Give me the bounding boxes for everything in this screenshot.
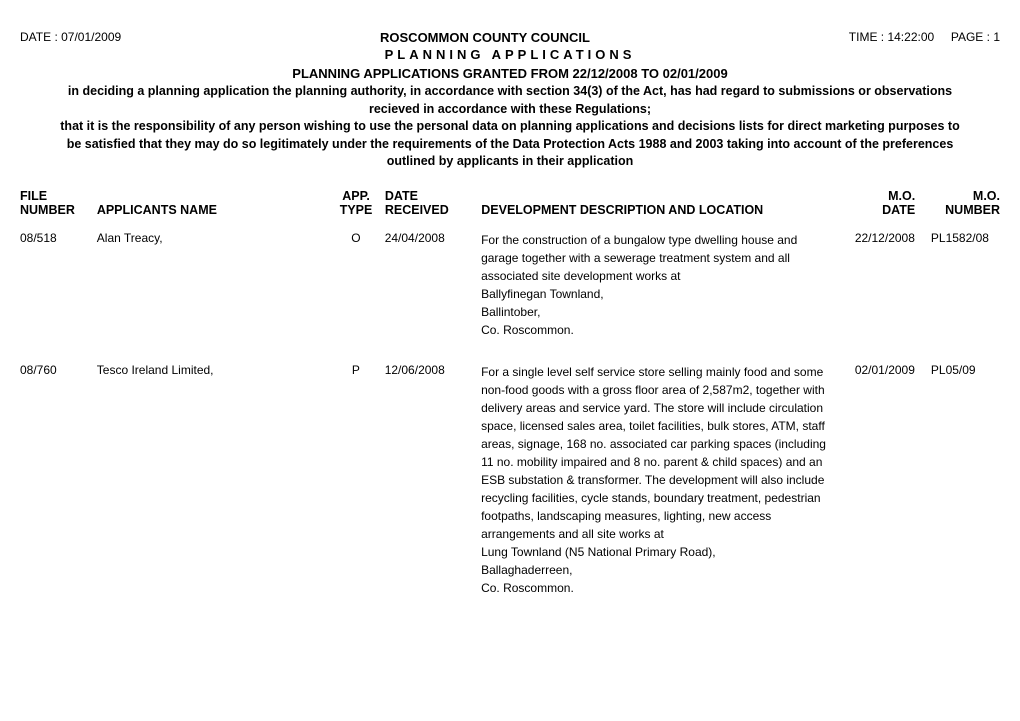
cell-mo-number: PL1582/08	[923, 231, 1000, 245]
report-time-page: TIME : 14:22:00 PAGE : 1	[849, 30, 1000, 44]
location-line: Ballyfinegan Townland,	[481, 285, 836, 303]
report-title-block: ROSCOMMON COUNTY COUNCIL	[121, 30, 849, 45]
cell-file-number: 08/518	[20, 231, 97, 245]
cell-app-type: O	[327, 231, 385, 245]
cell-applicant: Tesco Ireland Limited,	[97, 363, 327, 377]
report-page: PAGE : 1	[951, 30, 1000, 44]
report-title: ROSCOMMON COUNTY COUNCIL	[121, 30, 849, 45]
location-line: Lung Townland (N5 National Primary Road)…	[481, 543, 836, 561]
cell-applicant: Alan Treacy,	[97, 231, 327, 245]
report-header: DATE : 07/01/2009 ROSCOMMON COUNTY COUNC…	[20, 30, 1000, 45]
applications-table: FILE NUMBER APPLICANTS NAME APP. TYPE DA…	[20, 189, 1000, 611]
col-header-apptype: APP. TYPE	[327, 189, 385, 217]
cell-mo-date: 22/12/2008	[836, 231, 923, 245]
table-row: 08/518Alan Treacy,O24/04/2008 For the con…	[20, 221, 1000, 353]
cell-date-received: 12/06/2008	[385, 363, 471, 377]
col-header-file: FILE NUMBER	[20, 189, 97, 217]
cell-description: For the construction of a bungalow type …	[471, 231, 836, 339]
report-time: TIME : 14:22:00	[849, 30, 934, 44]
col-header-mo-date: M.O. DATE	[836, 189, 923, 217]
location-line: Co. Roscommon.	[481, 579, 836, 597]
table-row: 08/760Tesco Ireland Limited,P12/06/2008 F…	[20, 353, 1000, 611]
report-notice-2: that it is the responsibility of any per…	[60, 118, 960, 171]
cell-mo-date: 02/01/2009	[836, 363, 923, 377]
location-line: Ballaghaderreen,	[481, 561, 836, 579]
report-subtitle: PLANNING APPLICATIONS	[20, 47, 1000, 62]
location-line: Ballintober,	[481, 303, 836, 321]
cell-app-type: P	[327, 363, 385, 377]
description-text: For a single level self service store se…	[481, 363, 836, 543]
cell-file-number: 08/760	[20, 363, 97, 377]
col-header-date-received: DATE RECEIVED	[385, 189, 471, 217]
cell-description: For a single level self service store se…	[471, 363, 836, 597]
col-header-applicant: APPLICANTS NAME	[97, 189, 327, 217]
col-header-mo-number: M.O. NUMBER	[923, 189, 1000, 217]
report-subheading: PLANNING APPLICATIONS GRANTED FROM 22/12…	[20, 66, 1000, 81]
cell-date-received: 24/04/2008	[385, 231, 471, 245]
location-line: Co. Roscommon.	[481, 321, 836, 339]
col-header-description: DEVELOPMENT DESCRIPTION AND LOCATION	[471, 189, 836, 217]
description-text: For the construction of a bungalow type …	[481, 231, 836, 285]
report-date: DATE : 07/01/2009	[20, 30, 121, 44]
table-header-row: FILE NUMBER APPLICANTS NAME APP. TYPE DA…	[20, 189, 1000, 221]
report-notice-1: in deciding a planning application the p…	[60, 83, 960, 118]
cell-mo-number: PL05/09	[923, 363, 1000, 377]
